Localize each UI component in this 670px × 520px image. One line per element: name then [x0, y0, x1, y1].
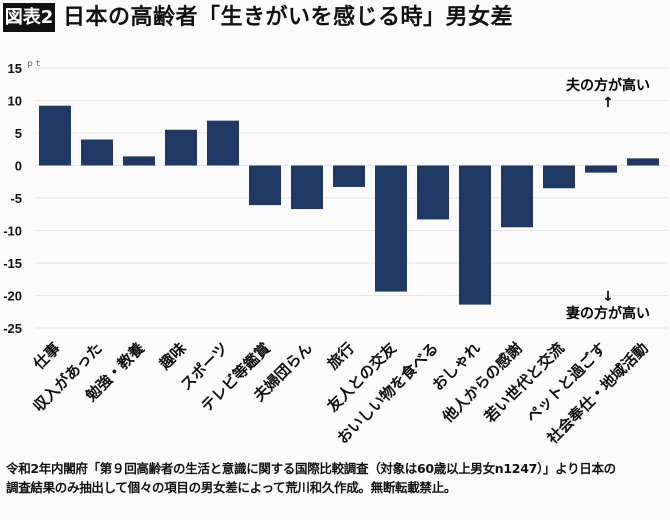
y-tick-label: -25 [3, 321, 22, 336]
y-tick-label: -10 [3, 224, 22, 239]
bar-2 [81, 139, 113, 166]
y-tick-label: -15 [3, 256, 22, 271]
y-axis-unit: ｐｔ [26, 59, 42, 68]
bar-11 [459, 165, 491, 305]
annotation-husband-higher: 夫の方が高い [566, 77, 650, 94]
source-note-line2: 調査結果のみ抽出して個々の項目の男女差によって荒川和久作成。無断転載禁止。 [6, 480, 457, 495]
arrow-down-icon: ↓ [602, 289, 614, 305]
bar-15 [627, 158, 659, 166]
bar-12 [501, 165, 533, 228]
figure-badge: 図表2 [3, 3, 55, 32]
annotation-wife-higher: 妻の方が高い [566, 305, 650, 322]
x-tick-label: 旅行 [324, 339, 358, 373]
arrow-up-icon: ↑ [602, 95, 614, 111]
y-tick-label: 0 [15, 159, 22, 174]
bar-13 [543, 165, 575, 189]
bar-3 [123, 156, 155, 166]
y-tick-label: 5 [15, 126, 22, 141]
bar-14 [585, 165, 617, 173]
bar-9 [375, 165, 407, 292]
y-tick-label: -5 [10, 191, 22, 206]
y-tick-label: -20 [3, 289, 22, 304]
bar-7 [291, 165, 323, 210]
bar-8 [333, 165, 365, 187]
bar-4 [165, 129, 197, 166]
x-tick-label: 趣味 [155, 339, 190, 374]
source-note-line1: 令和2年内閣府「第９回高齢者の生活と意識に関する国際比較調査（対象は60歳以上男… [6, 461, 616, 476]
bar-10 [417, 165, 449, 220]
y-tick-label: 15 [8, 61, 22, 76]
x-tick-label: 仕事 [29, 339, 64, 374]
y-tick-label: 10 [8, 94, 22, 109]
bar-5 [207, 120, 239, 166]
bar-1 [39, 105, 71, 166]
chart-title: 日本の高齢者「生きがいを感じる時」男女差 [63, 5, 514, 30]
bar-6 [249, 165, 281, 206]
